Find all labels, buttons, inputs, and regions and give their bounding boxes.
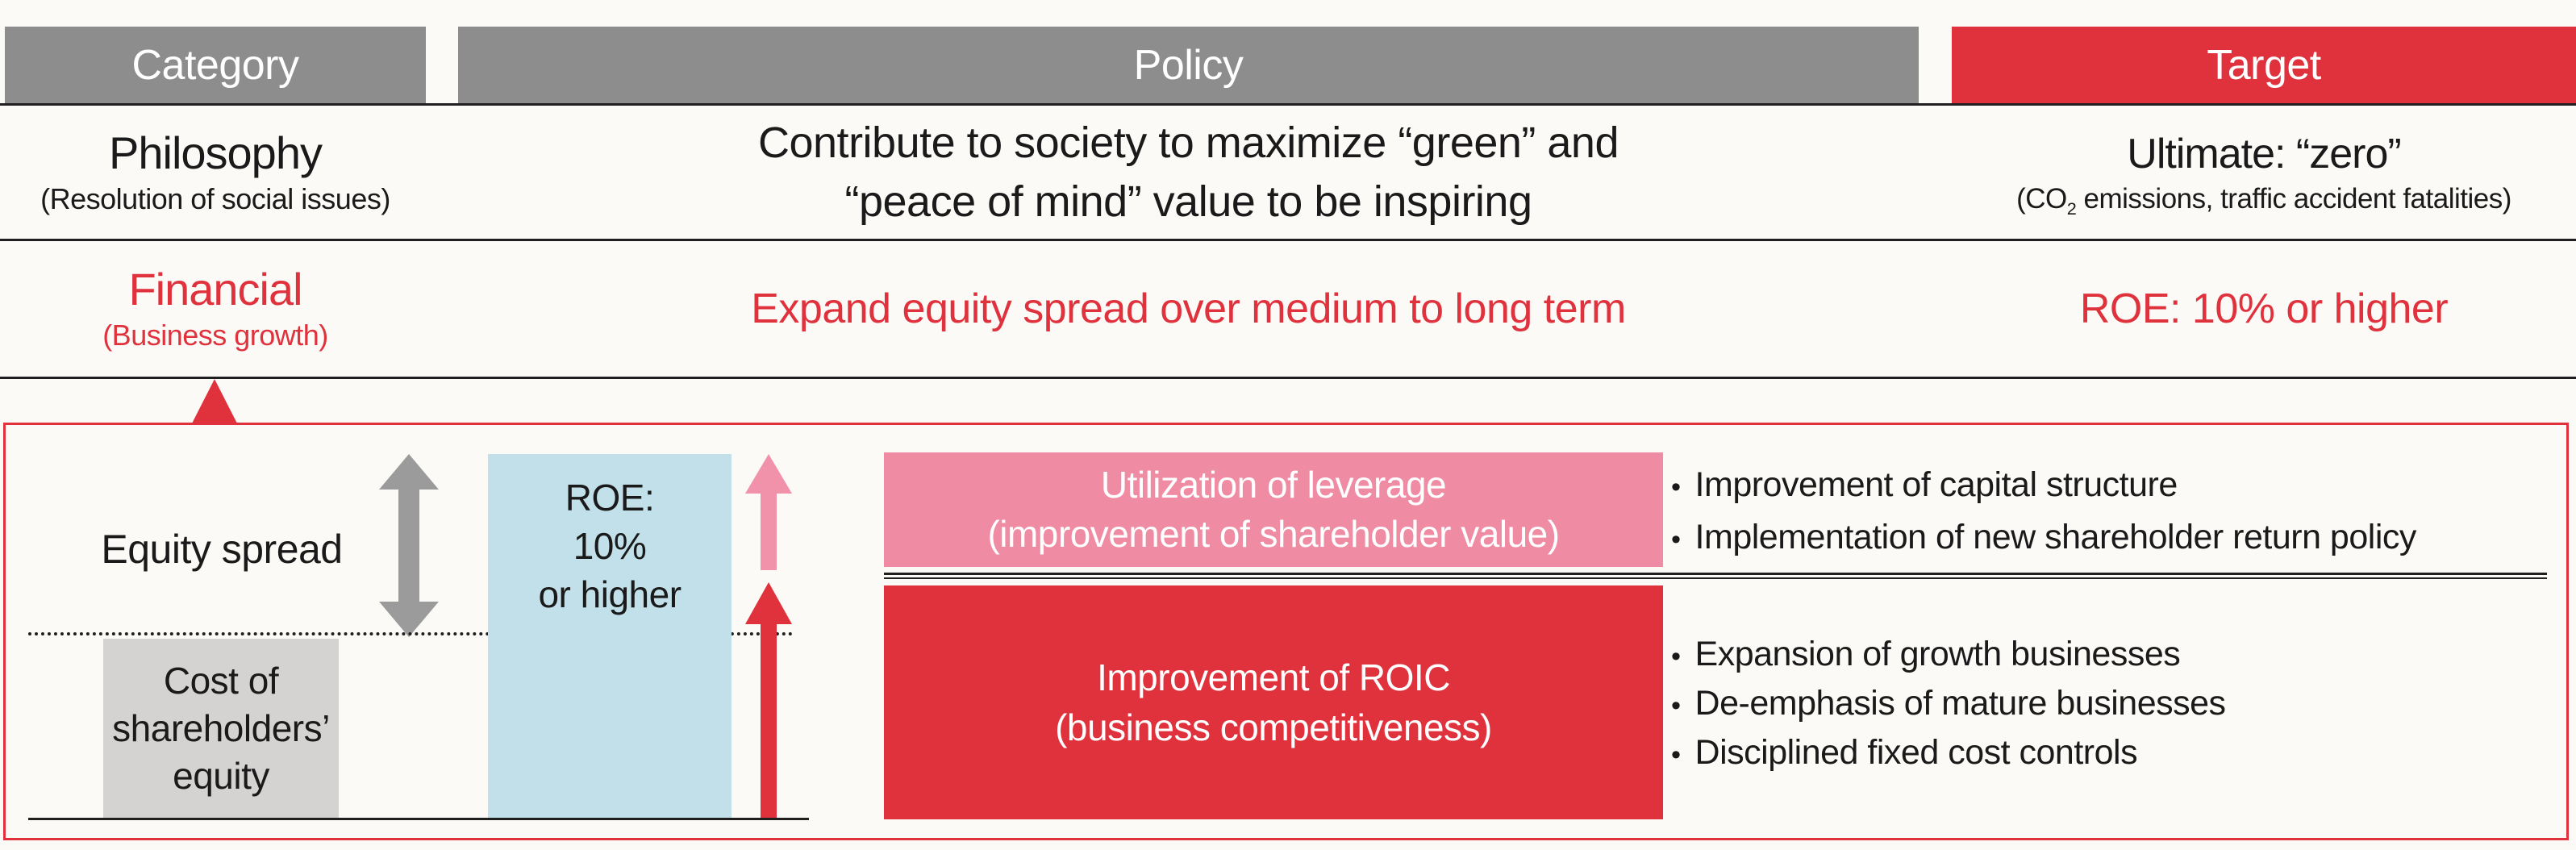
leverage-box: Utilization of leverage (improvement of …: [884, 452, 1663, 567]
leverage-bullets: • Improvement of capital structure • Implem…: [1671, 460, 2416, 565]
list-item: Cost of: [163, 659, 279, 702]
bullet-marker: •: [1671, 524, 1681, 555]
bullet-marker: •: [1671, 740, 1681, 770]
bullet-text: De-emphasis of mature businesses: [1694, 684, 2226, 723]
header-underline: [0, 103, 2576, 106]
diagram-baseline: [28, 818, 809, 820]
leverage-box-subtitle: (improvement of shareholder value): [987, 513, 1560, 555]
bullet-text: Expansion of growth businesses: [1694, 635, 2181, 673]
bullet-marker: •: [1671, 690, 1681, 721]
philosophy-policy-line1: Contribute to society to maximize “green…: [758, 118, 1619, 167]
philosophy-target-cell: Ultimate: “zero” (CO2 emissions, traffic…: [1952, 106, 2576, 239]
bullet-marker: •: [1671, 472, 1681, 502]
co2-pre: (CO: [2016, 182, 2067, 215]
separator-line-top: [884, 573, 2547, 575]
roic-bullets: • Expansion of growth businesses • De-empha…: [1671, 631, 2226, 778]
financial-policy-text: Expand equity spread over medium to long…: [751, 285, 1626, 332]
co2-post: emissions, traffic accident fatalities): [2076, 182, 2512, 215]
roic-box-subtitle: (business competitiveness): [1055, 706, 1492, 748]
category-header-bar: Category: [5, 27, 426, 103]
philosophy-category-cell: Philosophy (Resolution of social issues): [5, 106, 426, 239]
list-item: equity: [173, 754, 269, 797]
category-header-label: Category: [131, 41, 300, 89]
red-up-arrow-icon: [745, 582, 792, 819]
roic-box-title: Improvement of ROIC: [1097, 656, 1450, 698]
financial-subtitle: (Business growth): [102, 319, 328, 352]
bullet-marker: •: [1671, 641, 1681, 672]
callout-triangle: [192, 379, 237, 423]
list-item: ROE:: [565, 477, 655, 519]
leverage-box-title: Utilization of leverage: [1100, 464, 1447, 506]
co2-subscript: 2: [2066, 198, 2077, 219]
list-item: • Expansion of growth businesses: [1671, 631, 2226, 680]
ultimate-zero-subtitle: (CO2 emissions, traffic accident fatalit…: [2016, 182, 2512, 219]
philosophy-title: Philosophy: [109, 127, 323, 178]
list-item: • Disciplined fixed cost controls: [1671, 729, 2226, 778]
policy-header-bar: Policy: [458, 27, 1919, 103]
financial-underline: [0, 377, 2576, 379]
separator-line-bottom: [884, 577, 2547, 579]
financial-category-cell: Financial (Business growth): [5, 241, 426, 377]
list-item: shareholders’: [112, 706, 330, 749]
philosophy-subtitle: (Resolution of social issues): [40, 181, 390, 215]
target-header-bar: Target: [1952, 27, 2576, 103]
bullet-text: Implementation of new shareholder return…: [1694, 518, 2417, 556]
pink-up-arrow-icon: [745, 454, 792, 570]
equity-spread-arrow-icon: [379, 454, 439, 637]
bullet-text: Improvement of capital structure: [1694, 465, 2178, 504]
list-item: • De-emphasis of mature businesses: [1671, 680, 2226, 729]
list-item: • Improvement of capital structure: [1671, 460, 2416, 512]
financial-policy-cell: Expand equity spread over medium to long…: [458, 241, 1919, 377]
equity-spread-label: Equity spread: [101, 527, 343, 572]
diagram-panel: [3, 423, 2569, 840]
roe-target-box: ROE: 10% or higher: [488, 454, 732, 819]
financial-title: Financial: [128, 264, 302, 315]
philosophy-policy-cell: Contribute to society to maximize “green…: [458, 106, 1919, 239]
dotted-threshold-line: [28, 632, 793, 635]
list-item: 10%: [573, 525, 647, 567]
ultimate-zero-title: Ultimate: “zero”: [2127, 130, 2401, 177]
bullet-text: Disciplined fixed cost controls: [1694, 733, 2138, 772]
list-item: or higher: [538, 573, 682, 615]
cost-of-equity-box: Cost of shareholders’ equity: [103, 639, 339, 818]
financial-target-cell: ROE: 10% or higher: [1952, 241, 2576, 377]
roic-box: Improvement of ROIC (business competitiv…: [884, 585, 1663, 819]
row-divider: [0, 239, 2576, 241]
policy-header-label: Policy: [1133, 41, 1244, 89]
philosophy-policy-line2: “peace of mind” value to be inspiring: [844, 177, 1533, 226]
target-header-label: Target: [2207, 41, 2321, 89]
financial-target-text: ROE: 10% or higher: [2079, 285, 2449, 332]
list-item: • Implementation of new shareholder retur…: [1671, 512, 2416, 565]
